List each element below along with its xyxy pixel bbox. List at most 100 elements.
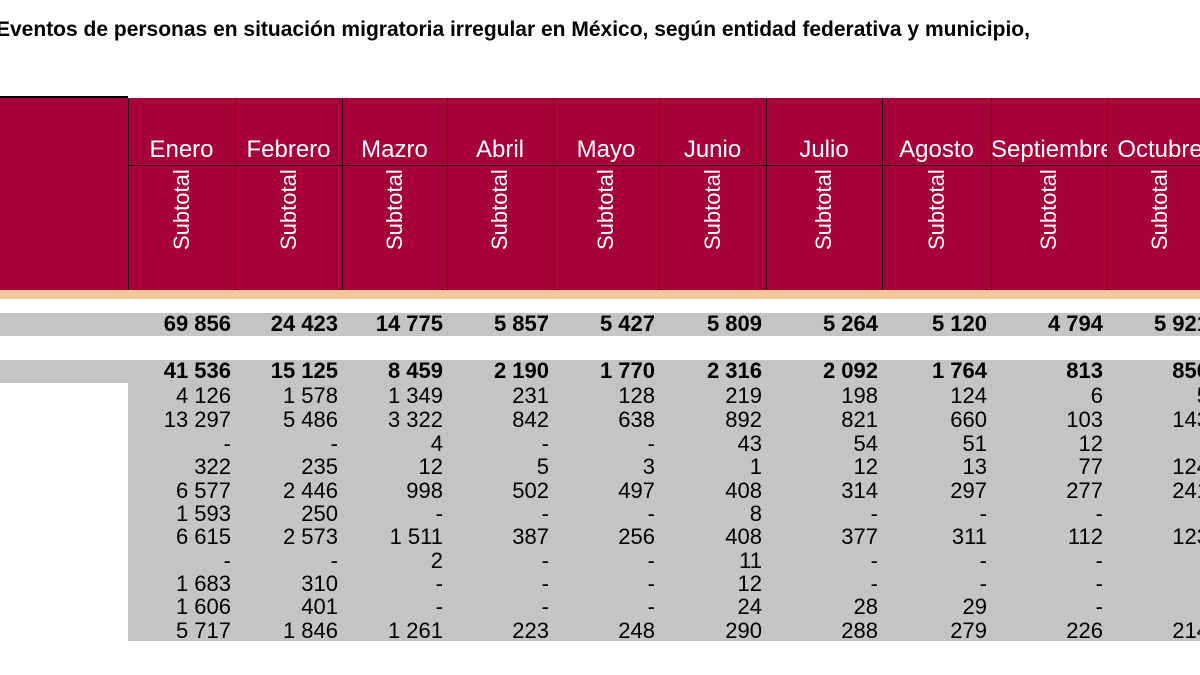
table-cell: - [330, 431, 338, 456]
table-cell: 1 593 [175, 501, 231, 526]
table-cell: 387 [512, 524, 549, 549]
table-cell: - [1089, 502, 1200, 525]
table-cell: 314 [841, 478, 878, 503]
state-row-band [0, 360, 1200, 383]
table-cell: 103 [1066, 407, 1103, 432]
table-cell: 660 [950, 407, 987, 432]
table-cell: - [647, 571, 655, 596]
table-cell: - [1095, 594, 1103, 619]
month-header: Julio [799, 136, 849, 163]
table-cell: 214 [1172, 618, 1200, 643]
month-header: Octubre [1117, 136, 1200, 163]
column-divider [447, 98, 448, 290]
subtotal-label: Subtotal [593, 169, 618, 250]
table-cell: - [541, 431, 549, 456]
table-cell: 408 [725, 478, 762, 503]
table-cell: - [647, 431, 655, 456]
table-cell: 5 809 [706, 311, 762, 336]
month-header: Mazro [361, 136, 428, 163]
subtotal-label: Subtotal [276, 169, 301, 250]
table-cell: - [647, 548, 655, 573]
table-row: 5 717 1 846 1 261 223 248 290 288 279 226 214 [0, 619, 1200, 642]
table-row: 6 577 2 446 998 502 497 408 314 297 277 241 [0, 479, 1200, 502]
municipality-rows-band [128, 383, 1200, 641]
table-cell: 2 316 [706, 358, 762, 383]
table-cell: 277 [1066, 478, 1103, 503]
table-cell: - [435, 594, 443, 619]
table-cell: - [541, 548, 549, 573]
table-cell: - [870, 548, 878, 573]
table-cell: 5 921 [1153, 311, 1200, 336]
table-cell: 43 [737, 431, 762, 456]
subtotal-label: Subtotal [169, 169, 194, 250]
table-cell: - [223, 548, 231, 573]
table-cell: 297 [950, 478, 987, 503]
table-cell: 2 573 [282, 524, 338, 549]
table-cell: 248 [618, 618, 655, 643]
table-cell: 28 [853, 594, 878, 619]
header-top-rule [0, 96, 128, 98]
subtotal-label: Subtotal [382, 169, 407, 250]
column-divider [882, 98, 883, 290]
table-cell: - [1095, 548, 1103, 573]
table-cell: 231 [512, 383, 549, 408]
table-cell: 124 [1172, 454, 1200, 479]
table-cell: - [541, 571, 549, 596]
table-cell: - [979, 548, 987, 573]
table-cell: 290 [725, 618, 762, 643]
month-header: Agosto [899, 136, 974, 163]
table-cell: 1 764 [931, 358, 987, 383]
table-cell: - [979, 571, 987, 596]
table-cell: 29 [962, 594, 987, 619]
table-cell: - [870, 571, 878, 596]
column-divider [991, 98, 992, 290]
subtotal-label: Subtotal [924, 169, 949, 250]
table-cell: - [647, 594, 655, 619]
table-cell: 123 [1172, 524, 1200, 549]
table-cell: 322 [194, 454, 231, 479]
column-divider [342, 98, 343, 290]
table-cell: 377 [841, 524, 878, 549]
subtotal-label: Subtotal [811, 169, 836, 250]
table-cell: 13 297 [163, 407, 231, 432]
table-cell: 5 427 [599, 311, 655, 336]
table-cell: 241 [1172, 478, 1200, 503]
table-cell: 5 717 [175, 618, 231, 643]
table-cell: 497 [618, 478, 655, 503]
table-cell: 226 [1066, 618, 1103, 643]
table-cell: 41 536 [163, 358, 231, 383]
month-header: Enero [149, 136, 214, 163]
column-divider [1107, 98, 1108, 290]
table-cell: 3 [642, 454, 655, 479]
table-cell: 24 423 [270, 311, 338, 336]
table-cell: 310 [301, 571, 338, 596]
month-header: Abril [475, 136, 524, 163]
table-cell: 8 [749, 501, 762, 526]
table-cell: 1 770 [599, 358, 655, 383]
table-cell: - [223, 431, 231, 456]
table-cell: 12 [418, 454, 443, 479]
table-cell: - [979, 501, 987, 526]
table-cell: - [1089, 549, 1200, 572]
table-cell: 2 [430, 548, 443, 573]
table-cell: 24 [737, 594, 762, 619]
table-cell: 856 [1172, 358, 1200, 383]
table-cell: 8 459 [387, 358, 443, 383]
column-divider [235, 98, 236, 290]
table-cell: - [330, 548, 338, 573]
table-cell: 502 [512, 478, 549, 503]
table-cell: 821 [841, 407, 878, 432]
table-cell: 408 [725, 524, 762, 549]
table-cell: 13 [962, 454, 987, 479]
column-divider [128, 98, 129, 290]
month-header: Febrero [246, 136, 331, 163]
table-row: 322 235 12 5 3 1 12 13 77 124 [0, 455, 1200, 478]
subtotal-label: Subtotal [1147, 169, 1172, 250]
table-cell: - [541, 501, 549, 526]
table-cell: 198 [841, 383, 878, 408]
column-divider [553, 98, 554, 290]
table-cell: 219 [725, 383, 762, 408]
table-cell: 5 [536, 454, 549, 479]
